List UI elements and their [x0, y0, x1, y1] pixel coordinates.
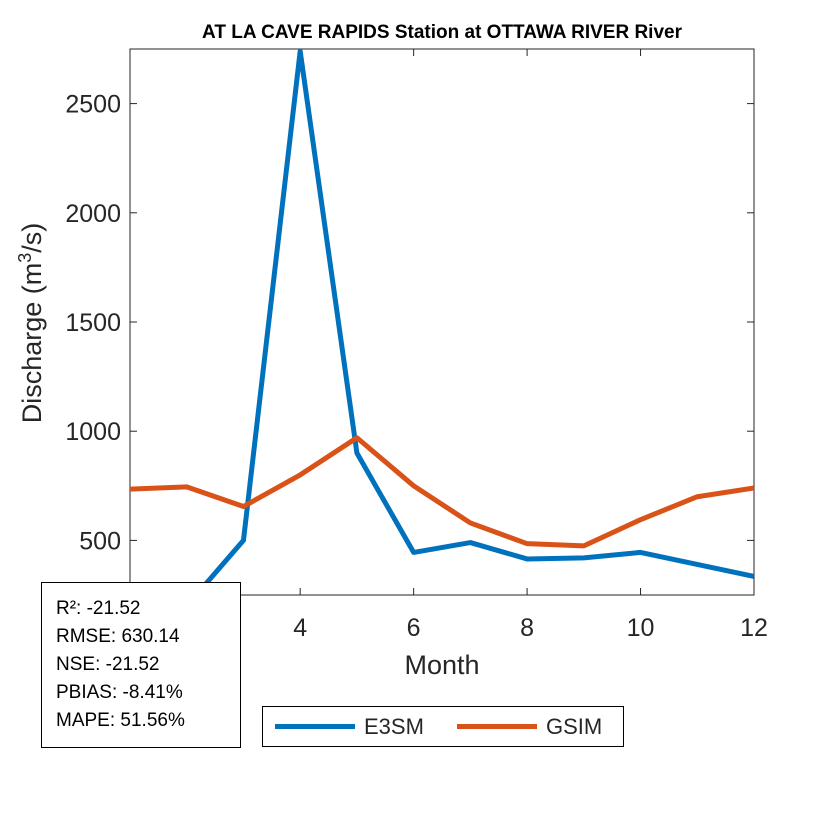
x-tick-label: 10: [627, 614, 655, 642]
legend: E3SM GSIM: [262, 706, 624, 747]
series-line-e3sm: [192, 49, 754, 595]
legend-line-e3sm: [275, 724, 355, 729]
x-axis-label: Month: [404, 650, 479, 680]
y-axis-label-tail: /s): [17, 223, 47, 253]
x-tick-label: 8: [520, 614, 534, 642]
x-tick-label: 6: [407, 614, 421, 642]
y-tick-label: 500: [79, 527, 121, 555]
stat-nse: NSE: -21.52: [56, 654, 160, 675]
y-tick-label: 2500: [65, 91, 121, 119]
legend-item-e3sm: E3SM: [275, 707, 424, 746]
legend-label-gsim: GSIM: [546, 713, 603, 739]
legend-item-gsim: GSIM: [457, 707, 602, 746]
y-axis-label-main: Discharge (m: [17, 263, 47, 424]
y-axis-label: Discharge (m3/s): [15, 223, 47, 424]
legend-line-gsim: [457, 724, 537, 729]
plot-area: 500 1000 1500 2000 2500 4 6 8 10 12: [65, 48, 768, 642]
stat-pbias: PBIAS: -8.41%: [56, 682, 183, 703]
y-axis-label-superscript: 3: [15, 253, 35, 263]
stat-r2: R²: -21.52: [56, 598, 141, 619]
x-tick-label: 4: [293, 614, 307, 642]
chart-title: AT LA CAVE RAPIDS Station at OTTAWA RIVE…: [202, 22, 683, 43]
x-tick-label: 12: [740, 614, 768, 642]
stat-mape: MAPE: 51.56%: [56, 710, 185, 731]
stat-rmse: RMSE: 630.14: [56, 626, 180, 647]
y-tick-label: 2000: [65, 200, 121, 228]
stats-box: R²: -21.52 RMSE: 630.14 NSE: -21.52 PBIA…: [41, 582, 241, 748]
y-tick-label: 1000: [65, 418, 121, 446]
y-tick-label: 1500: [65, 309, 121, 337]
series-line-gsim: [130, 435, 754, 549]
legend-label-e3sm: E3SM: [364, 713, 424, 739]
